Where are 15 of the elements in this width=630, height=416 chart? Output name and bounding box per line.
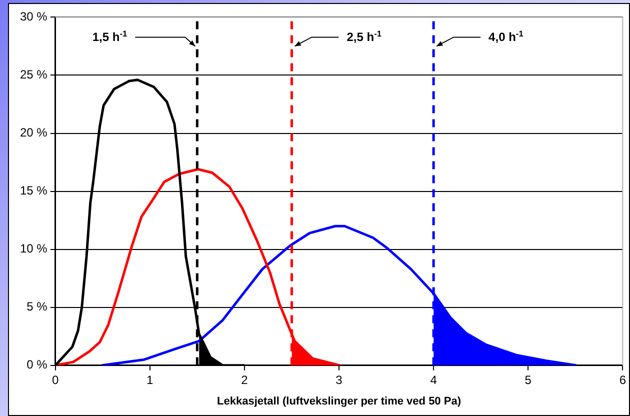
y-tick-label: 30 % [20,10,48,24]
x-tick-label: 4 [430,372,438,387]
x-tick-label: 3 [336,372,343,387]
x-tick-label: 5 [524,372,532,387]
x-axis-title: Lekkasjetall (luftvekslinger per time ved 50 Pa) [217,395,462,408]
x-tick-label: 1 [146,372,154,387]
x-tick-label: 0 [52,372,60,387]
y-tick-label: 5 % [26,300,48,314]
x-tick-label: 2 [241,372,248,387]
y-tick-label: 10 % [20,242,48,256]
y-tick-label: 0 % [26,358,48,372]
y-tick-label: 20 % [20,126,48,140]
y-tick-label: 25 % [20,68,48,82]
x-tick-label: 6 [619,372,626,387]
y-tick-label: 15 % [20,184,48,198]
